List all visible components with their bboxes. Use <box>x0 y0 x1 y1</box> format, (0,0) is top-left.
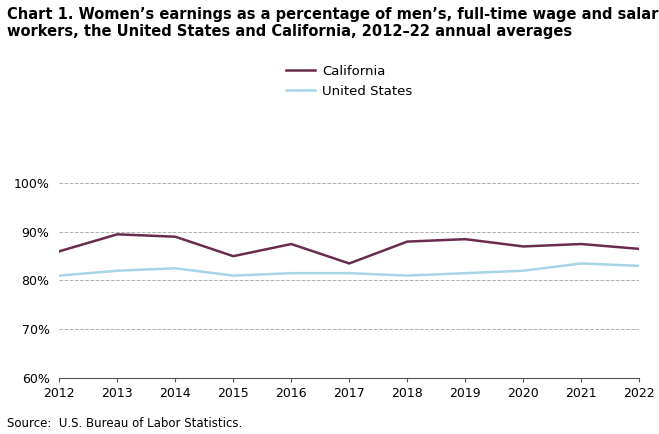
Legend: California, United States: California, United States <box>286 65 413 98</box>
Text: Source:  U.S. Bureau of Labor Statistics.: Source: U.S. Bureau of Labor Statistics. <box>7 417 242 430</box>
Text: Chart 1. Women’s earnings as a percentage of men’s, full-time wage and salary: Chart 1. Women’s earnings as a percentag… <box>7 7 659 22</box>
Text: workers, the United States and California, 2012–22 annual averages: workers, the United States and Californi… <box>7 24 572 39</box>
